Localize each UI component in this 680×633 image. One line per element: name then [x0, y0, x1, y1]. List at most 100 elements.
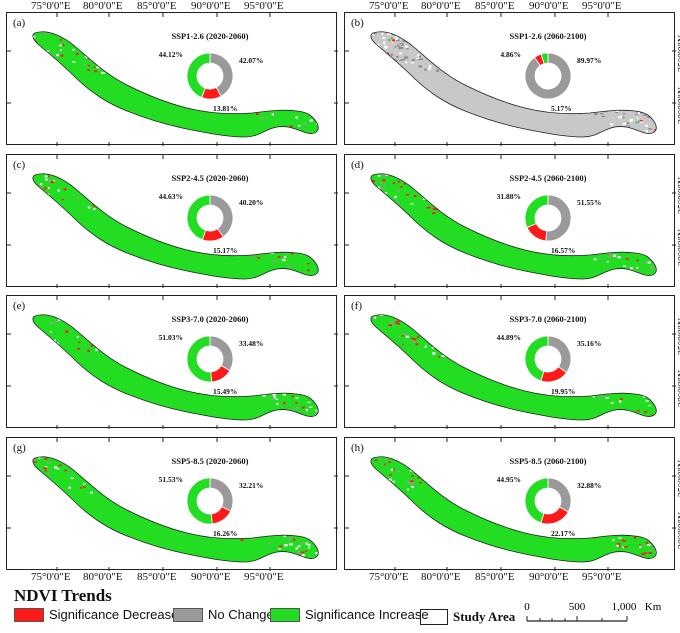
donut-title: SSP5-8.5 (2020-2060): [172, 456, 249, 466]
lat-label: 35°0'0"N: [0, 459, 3, 497]
map-svg-b: (b) SSP1-2.6 (2060-2100) 89.97% 5.17% 4.86%: [345, 13, 676, 146]
lon-label: 75°0'0"E: [369, 0, 409, 12]
map-svg-a: (a) SSP1-2.6 (2020-2060) 42.07% 13.81% 44.12…: [7, 13, 338, 146]
map-panel-f: (f) SSP3-7.0 (2060-2100) 35.16% 19.95% 44.89…: [344, 295, 676, 429]
scale-tick-500: 500: [569, 601, 586, 613]
donut-segment-increase: [186, 477, 213, 525]
pct-increase: 51.03%: [159, 333, 183, 342]
donut-segment-decrease: [210, 506, 232, 525]
pct-decrease: 16.26%: [213, 529, 237, 538]
pct-increase: 44.89%: [497, 333, 521, 342]
map-panel-b: (b) SSP1-2.6 (2060-2100) 89.97% 5.17% 4.86%: [344, 12, 676, 146]
map-panel-d: (d) SSP2-4.5 (2060-2100) 51.55% 16.57% 31.88…: [344, 154, 676, 288]
lon-label: 85°0'0"E: [475, 0, 515, 12]
lon-label: 80°0'0"E: [421, 0, 461, 12]
pct-increase: 44.63%: [159, 192, 183, 201]
pct-nochange: 35.16%: [577, 339, 601, 348]
lon-label: 75°0'0"E: [369, 571, 409, 583]
legend-item-increase: Significance Increase: [270, 607, 429, 622]
lat-label: 30°0'0"N: [0, 228, 3, 266]
pct-nochange: 51.55%: [577, 198, 601, 207]
donut-segment-nochange: [545, 194, 572, 242]
study-area-region: [370, 314, 657, 420]
pct-decrease: 19.95%: [551, 387, 575, 396]
donut-title: SSP3-7.0 (2060-2100): [510, 314, 587, 324]
lat-label: 30°0'0"N: [0, 369, 3, 407]
donut-segment-nochange: [209, 477, 234, 512]
pct-increase: 31.88%: [497, 192, 521, 201]
lat-label: 35°0'0"N: [0, 176, 3, 214]
pct-increase: 44.12%: [159, 50, 183, 59]
donut-title: SSP5-8.5 (2060-2100): [510, 456, 587, 466]
pct-nochange: 40.20%: [239, 198, 263, 207]
donut-title: SSP1-2.6 (2060-2100): [510, 31, 587, 41]
scale-unit: Km: [645, 601, 662, 613]
donut-title: SSP2-4.5 (2060-2100): [510, 173, 587, 183]
donut-segment-decrease: [540, 506, 569, 525]
pct-decrease: 13.81%: [213, 104, 237, 113]
nochange-swatch: [173, 607, 203, 622]
lon-label: 95°0'0"E: [244, 0, 284, 12]
panel-label: (h): [351, 442, 364, 454]
panel-label: (b): [351, 17, 364, 29]
lon-label: 95°0'0"E: [582, 571, 622, 583]
study-area-region: [32, 456, 319, 562]
panel-label: (d): [351, 159, 364, 171]
map-svg-e: (e) SSP3-7.0 (2020-2060) 33.48% 15.49% 51.03…: [7, 296, 338, 429]
lon-label: 85°0'0"E: [137, 571, 177, 583]
panel-label: (a): [13, 17, 26, 29]
map-panel-c: (c) SSP2-4.5 (2020-2060) 40.20% 15.17% 44.63…: [6, 154, 338, 288]
pct-decrease: 15.17%: [213, 246, 237, 255]
lon-label: 80°0'0"E: [83, 571, 123, 583]
study-area-region: [370, 173, 657, 279]
lat-label: 30°0'0"N: [0, 511, 3, 549]
map-panel-a: (a) SSP1-2.6 (2020-2060) 42.07% 13.81% 44.12…: [6, 12, 338, 146]
legend-study-area-label: Study Area: [453, 609, 516, 624]
lon-label: 85°0'0"E: [475, 571, 515, 583]
pct-increase: 44.95%: [497, 475, 521, 484]
donut-segment-increase: [186, 335, 212, 383]
lon-label: 90°0'0"E: [529, 571, 569, 583]
legend-decrease-label: Significance Decrease: [49, 607, 179, 622]
map-svg-h: (h) SSP5-8.5 (2060-2100) 32.88% 22.17% 44.95…: [345, 438, 676, 571]
lon-label: 95°0'0"E: [582, 0, 622, 12]
panel-label: (f): [351, 300, 362, 312]
map-panel-g: (g) SSP5-8.5 (2020-2060) 32.21% 16.26% 51.53…: [6, 437, 338, 571]
pct-decrease: 16.57%: [551, 246, 575, 255]
study-area-swatch: [420, 609, 448, 625]
scale-tick-1000: 1,000: [612, 601, 637, 613]
lon-label: 80°0'0"E: [421, 571, 461, 583]
pct-nochange: 89.97%: [577, 56, 601, 65]
pct-increase: 51.53%: [159, 475, 183, 484]
legend-item-nochange: No Change: [173, 607, 274, 622]
study-area-region: [370, 456, 657, 562]
legend-title: NDVI Trends: [14, 586, 112, 605]
panel-label: (c): [13, 159, 26, 171]
legend-item-study-area: Study Area: [420, 609, 515, 625]
pct-nochange: 32.88%: [577, 481, 601, 490]
panel-label: (g): [13, 442, 26, 454]
map-svg-c: (c) SSP2-4.5 (2020-2060) 40.20% 15.17% 44.63…: [7, 155, 338, 288]
lat-label: 35°0'0"N: [0, 34, 3, 72]
scale-tick-0: 0: [524, 601, 530, 613]
legend-item-decrease: Significance Decrease: [14, 607, 178, 622]
map-panel-e: (e) SSP3-7.0 (2020-2060) 33.48% 15.49% 51.03…: [6, 295, 338, 429]
donut-title: SSP3-7.0 (2020-2060): [172, 314, 249, 324]
donut-segment-increase: [524, 194, 549, 229]
lon-label: 75°0'0"E: [31, 0, 71, 12]
donut-segment-increase: [540, 52, 549, 65]
legend-nochange-label: No Change: [208, 607, 274, 622]
panel-label: (e): [13, 300, 26, 312]
donut-segment-increase: [186, 194, 211, 241]
lon-label: 75°0'0"E: [31, 571, 71, 583]
donut-title: SSP2-4.5 (2020-2060): [172, 173, 249, 183]
lon-label: 90°0'0"E: [529, 0, 569, 12]
pct-nochange: 33.48%: [239, 339, 263, 348]
lon-label: 90°0'0"E: [191, 571, 231, 583]
pct-nochange: 32.21%: [239, 481, 263, 490]
decrease-swatch: [14, 607, 44, 622]
pct-decrease: 22.17%: [551, 529, 575, 538]
map-panel-h: (h) SSP5-8.5 (2060-2100) 32.88% 22.17% 44.95…: [344, 437, 676, 571]
map-svg-g: (g) SSP5-8.5 (2020-2060) 32.21% 16.26% 51.53…: [7, 438, 338, 571]
pct-increase: 4.86%: [500, 50, 521, 59]
